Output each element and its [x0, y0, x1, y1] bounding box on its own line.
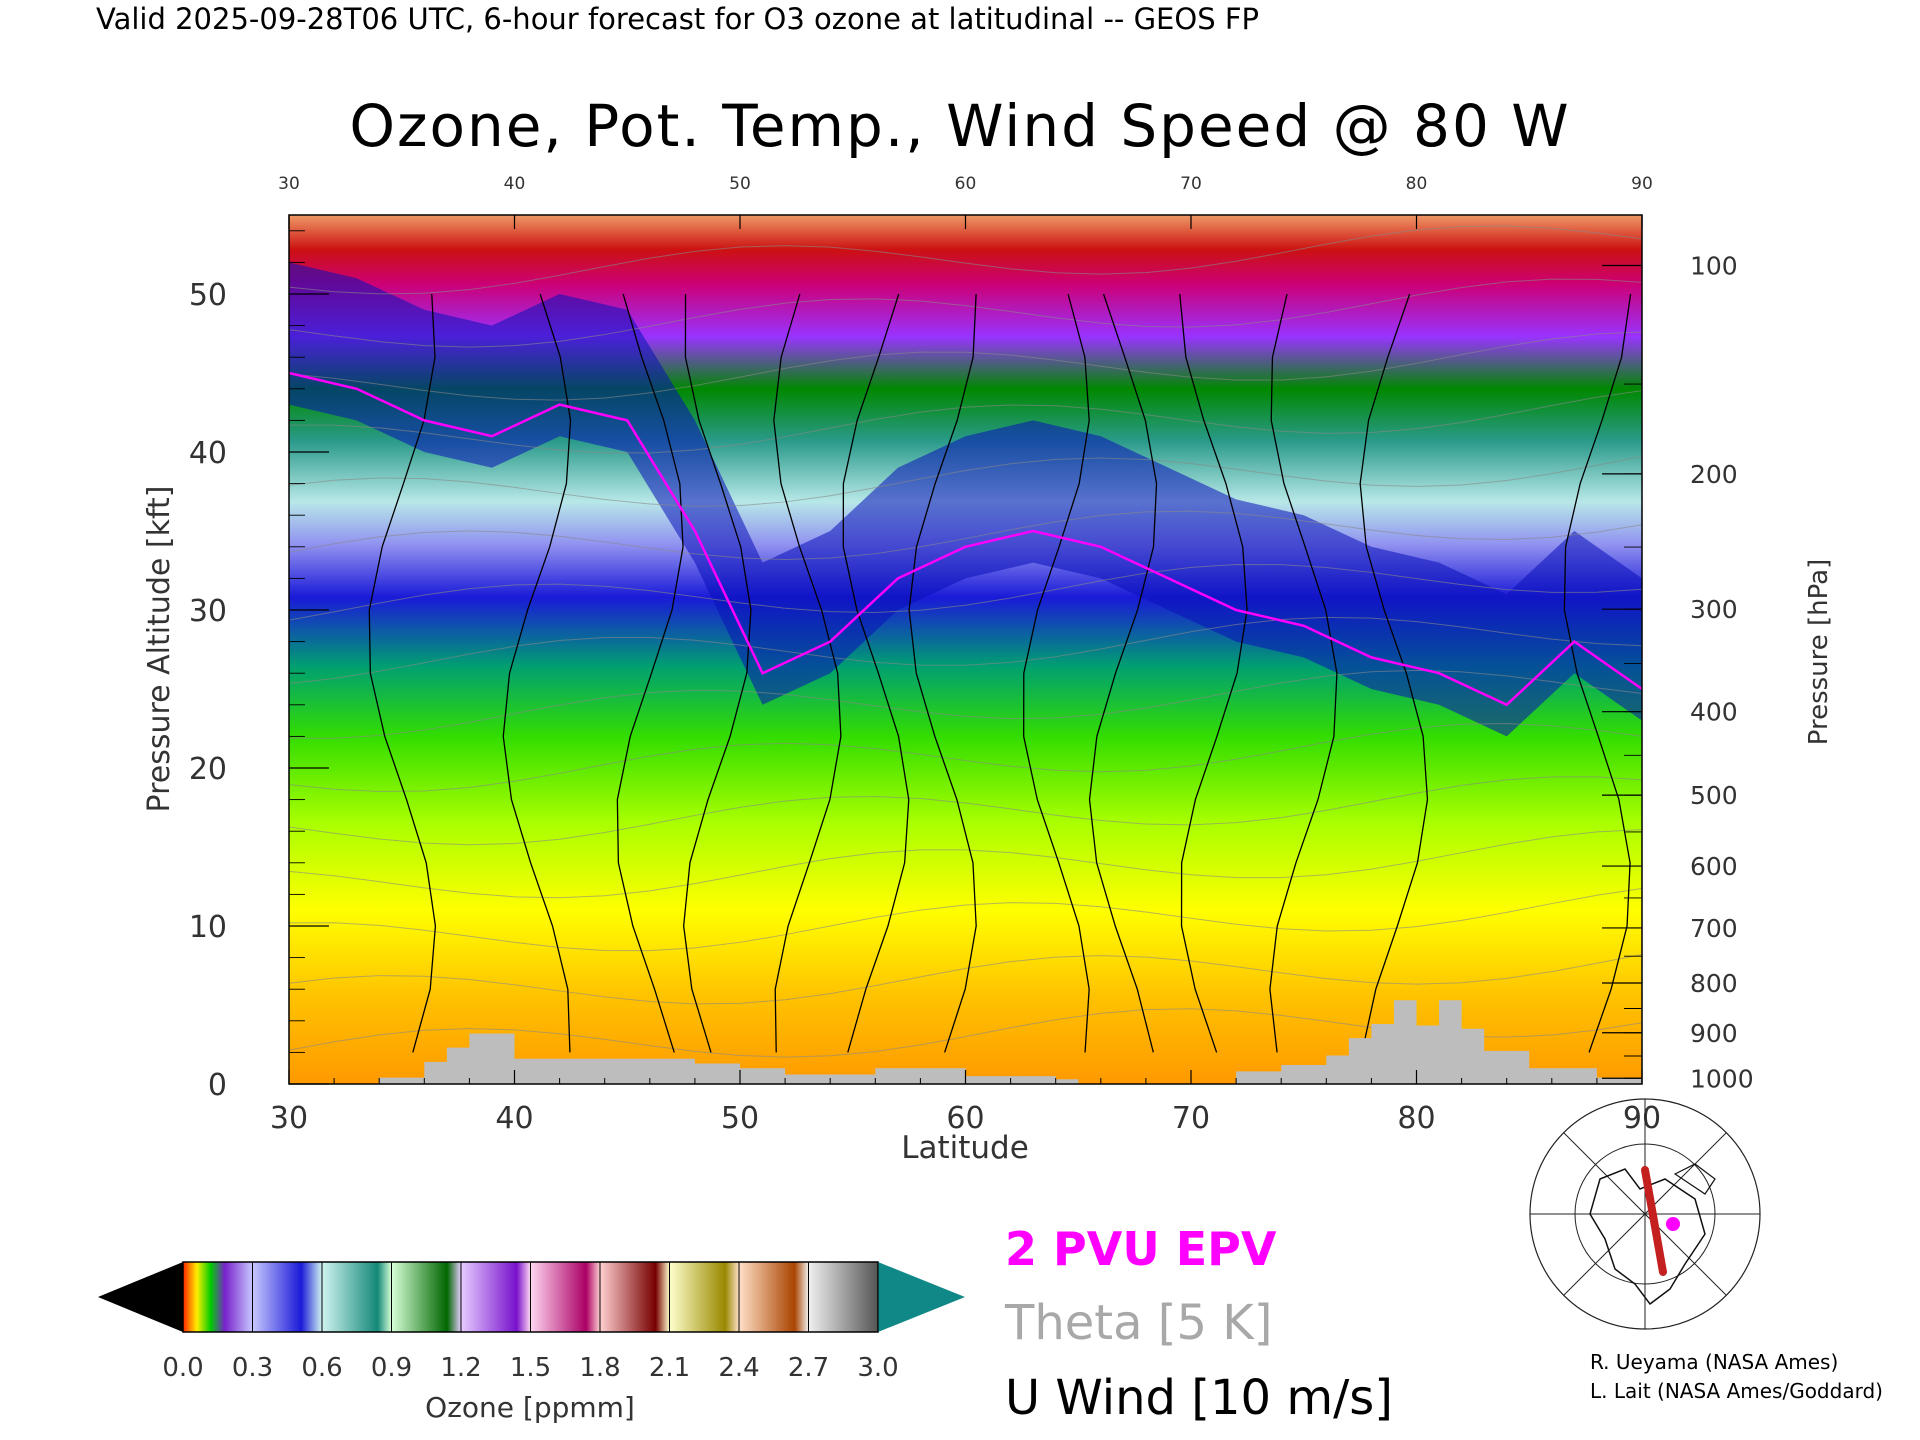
y2-tick-label: 200 [1690, 460, 1738, 489]
x-tick-label: 50 [721, 1101, 759, 1136]
colorbar-tick-label: 2.1 [649, 1353, 690, 1383]
u-wind-contour [842, 293, 910, 1053]
y2-tick-label: 600 [1690, 852, 1738, 881]
u-wind-contour [1563, 293, 1632, 1053]
tropopause-band [289, 262, 1642, 737]
ozone-colorbar: 0.0 0.3 0.6 0.9 1.2 1.5 1.8 2.1 2.4 2.7 3.0 Ozone … [98, 1261, 965, 1424]
legend-theta: Theta [5 K] [1005, 1295, 1273, 1351]
u-wind-contour [908, 293, 977, 1053]
u-wind-contour [1269, 293, 1338, 1053]
colorbar-tick-label: 2.7 [788, 1353, 829, 1383]
theta-contour [289, 225, 1642, 295]
x-axis-ticks: 30 40 50 60 70 80 90 [270, 1070, 1661, 1136]
x-top-tick-label: 40 [504, 174, 526, 194]
legend-epv: 2 PVU EPV [1005, 1222, 1277, 1276]
y-tick-label: 40 [189, 436, 227, 471]
colorbar-ticks: 0.0 0.3 0.6 0.9 1.2 1.5 1.8 2.1 2.4 2.7 3.0 [162, 1262, 899, 1383]
colorbar-title: Ozone [ppmm] [425, 1391, 635, 1424]
y-tick-label: 30 [189, 594, 227, 629]
colorbar-tick-label: 0.0 [162, 1353, 203, 1383]
chart-title: Ozone, Pot. Temp., Wind Speed @ 80 W [349, 92, 1571, 160]
x-top-tick-label: 70 [1180, 174, 1202, 194]
theta-contour [289, 669, 1642, 739]
x-tick-label: 70 [1172, 1101, 1210, 1136]
colorbar-tick-label: 0.9 [371, 1353, 412, 1383]
x-tick-label: 30 [270, 1101, 308, 1136]
x-top-tick-label: 60 [955, 174, 977, 194]
epv-2pvu-contour [289, 371, 1642, 707]
theta-contour [289, 390, 1642, 454]
colorbar-tick-label: 0.3 [232, 1353, 273, 1383]
y-tick-label: 50 [189, 278, 227, 313]
theta-contour [289, 887, 1642, 952]
y2-tick-label: 1000 [1690, 1064, 1754, 1093]
y-tick-label: 0 [208, 1068, 227, 1103]
y2-tick-label: 900 [1690, 1019, 1738, 1048]
colorbar-tick-label: 1.8 [579, 1353, 620, 1383]
u-wind-contour [616, 293, 684, 1053]
globe-map-icon [1529, 1098, 1761, 1330]
theta-contour [289, 331, 1642, 401]
colorbar-tick-label: 0.6 [301, 1353, 342, 1383]
colorbar-high-arrow [878, 1262, 965, 1332]
u-wind-contours [368, 293, 1632, 1053]
colorbar-tick-label: 1.2 [440, 1353, 481, 1383]
y2-tick-label: 500 [1690, 781, 1738, 810]
y-tick-label: 10 [189, 910, 227, 945]
x-tick-label: 60 [946, 1101, 984, 1136]
colorbar-tick-label: 2.4 [718, 1353, 759, 1383]
x-tick-label: 90 [1623, 1101, 1661, 1136]
theta-contour [289, 278, 1642, 348]
legend-u-wind: U Wind [10 m/s] [1005, 1370, 1394, 1426]
theta-contours [289, 225, 1642, 1058]
theta-contour [289, 723, 1642, 793]
x-top-tick-label: 90 [1631, 174, 1653, 194]
colorbar-tick-label: 1.5 [510, 1353, 551, 1383]
credit-lait: L. Lait (NASA Ames/Goddard) [1590, 1379, 1883, 1403]
theta-contour [289, 455, 1642, 507]
theta-contour [289, 953, 1642, 1005]
theta-contour [289, 616, 1642, 684]
x-tick-label: 80 [1397, 1101, 1435, 1136]
u-wind-contour [502, 293, 572, 1053]
x-top-tick-label: 30 [278, 174, 300, 194]
y2-tick-label: 400 [1690, 698, 1738, 727]
colorbar-tick-label: 3.0 [857, 1353, 898, 1383]
u-wind-contour [683, 293, 752, 1053]
u-wind-contour [1023, 293, 1090, 1053]
theta-contour [289, 776, 1642, 846]
x-axis-top-ticks: 30 40 50 60 70 80 90 [278, 174, 1653, 229]
valid-time-line: Valid 2025-09-28T06 UTC, 6-hour forecast… [96, 2, 1260, 36]
y2-axis-ticks: 100 200 300 400 500 600 700 800 900 1000 [1602, 251, 1754, 1093]
u-wind-contour [773, 293, 842, 1053]
credit-ueyama: R. Ueyama (NASA Ames) [1590, 1350, 1839, 1374]
y2-tick-label: 100 [1690, 251, 1738, 280]
u-wind-contour [1359, 293, 1429, 1053]
x-tick-label: 40 [495, 1101, 533, 1136]
surface-terrain [289, 1000, 1642, 1084]
y-axis-label: Pressure Altitude [kft] [142, 486, 177, 813]
y-axis-ticks: 0 10 20 30 40 50 [189, 230, 329, 1103]
y2-tick-label: 300 [1690, 595, 1738, 624]
x-top-tick-label: 80 [1406, 174, 1428, 194]
theta-contour [289, 563, 1642, 621]
colorbar-low-arrow [98, 1262, 183, 1332]
theta-contour [289, 510, 1642, 560]
u-wind-contour [1088, 293, 1158, 1053]
y-tick-label: 20 [189, 752, 227, 787]
x-axis-label: Latitude [901, 1130, 1029, 1166]
y2-axis-label: Pressure [hPa] [1804, 559, 1834, 746]
y2-tick-label: 700 [1690, 914, 1738, 943]
theta-contour [289, 829, 1642, 899]
u-wind-contour [1179, 293, 1248, 1053]
x-top-tick-label: 50 [729, 174, 751, 194]
y2-tick-label: 800 [1690, 969, 1738, 998]
